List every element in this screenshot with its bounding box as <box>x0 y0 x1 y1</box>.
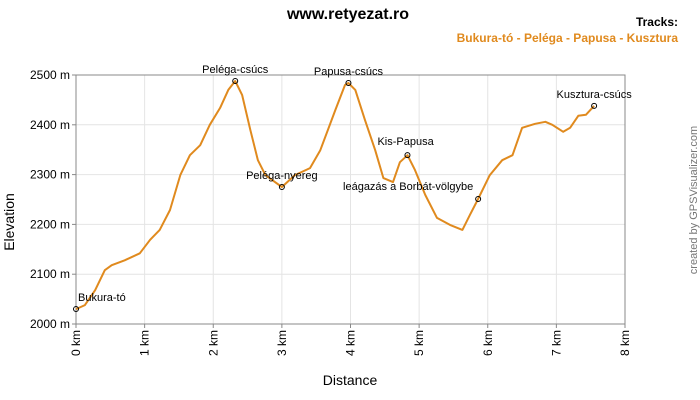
x-tick-label: 0 km <box>69 330 83 356</box>
legend-title: Tracks: <box>636 15 678 29</box>
waypoint-marker <box>404 152 411 159</box>
x-tick-label: 2 km <box>206 330 220 356</box>
credit: created by GPSVisualizer.com <box>688 126 700 274</box>
waypoint-label: Peléga-csúcs <box>202 64 269 76</box>
y-tick-label: 2500 m <box>30 68 70 82</box>
plot-frame <box>75 74 626 325</box>
waypoint-label: leágazás a Borbát-völgybe <box>343 181 473 193</box>
x-tick-label: 6 km <box>481 330 495 356</box>
chart-title: www.retyezat.ro <box>286 6 409 23</box>
waypoint-marker <box>73 306 79 313</box>
waypoint-marker <box>278 184 285 191</box>
x-tick-label: 4 km <box>344 330 358 356</box>
waypoint-marker <box>345 79 352 86</box>
x-tick-label: 1 km <box>138 330 152 356</box>
waypoint-label: Papusa-csúcs <box>314 66 384 78</box>
elevation-line <box>75 80 595 311</box>
waypoint-label: Kusztura-csúcs <box>557 89 633 101</box>
y-tick-label: 2100 m <box>30 267 70 281</box>
legend-entry: Bukura-tó - Peléga - Papusa - Kusztura <box>457 31 679 45</box>
y-tick-label: 2000 m <box>30 317 70 331</box>
y-axis-title: Elevation <box>1 193 17 251</box>
waypoint-label: Peléga-nyereg <box>246 170 318 182</box>
y-tick-label: 2200 m <box>30 217 70 231</box>
waypoint-label: Kis-Papusa <box>377 136 434 148</box>
waypoint-label: Bukura-tó <box>78 292 126 304</box>
waypoint-marker <box>475 196 482 203</box>
x-tick-label: 7 km <box>549 330 563 356</box>
x-tick-label: 8 km <box>618 330 632 356</box>
x-tick-label: 3 km <box>275 330 289 356</box>
x-axis-title: Distance <box>323 372 378 388</box>
waypoint-marker <box>232 77 239 84</box>
x-tick-label: 5 km <box>412 330 426 356</box>
y-tick-label: 2300 m <box>30 168 70 182</box>
waypoint-marker <box>591 102 598 109</box>
y-tick-label: 2400 m <box>30 118 70 132</box>
